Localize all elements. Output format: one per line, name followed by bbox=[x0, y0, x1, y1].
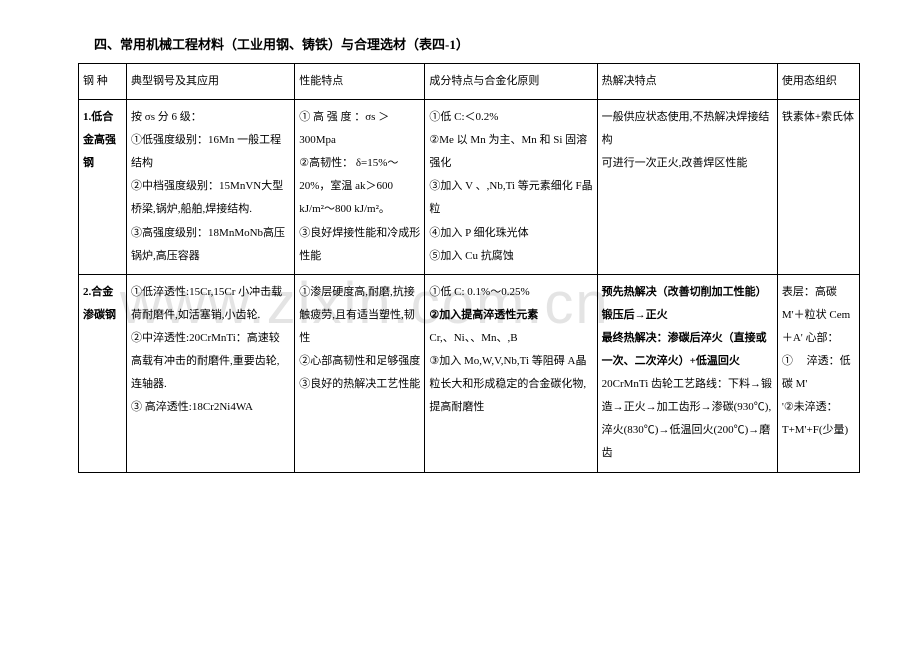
cell-micro: 铁素体+索氏体 bbox=[777, 100, 859, 275]
materials-table: 钢 种 典型钢号及其应用 性能特点 成分特点与合金化原则 热解决特点 使用态组织… bbox=[78, 63, 860, 473]
table-row: 2.合金 渗碳钢 ①低淬透性:15Cr,15Cr 小冲击载荷耐磨件,如活塞销,小… bbox=[79, 274, 860, 472]
text: ③加入 V 、,Nb,Ti 等元素细化 F晶粒 bbox=[429, 180, 592, 215]
cell-composition: ①低 C:＜0.2% ②Me 以 Mn 为主、Mn 和 Si 固溶强化 ③加入 … bbox=[425, 100, 597, 275]
header-example: 典型钢号及其应用 bbox=[127, 64, 295, 100]
text: ①低淬透性:15Cr,15Cr 小冲击载荷耐磨件,如活塞销,小齿轮. bbox=[131, 286, 282, 321]
text: ③加入 Mo,W,V,Nb,Ti 等阻碍 A晶粒长大和形成稳定的合金碳化物,提高… bbox=[429, 355, 586, 413]
page-title: 四、常用机械工程材料（工业用钢、铸铁）与合理选材（表四-1） bbox=[78, 34, 860, 53]
text: ②中淬透性:20CrMnTi：高速较高载有冲击的耐磨件,重要齿轮,连轴器. bbox=[131, 332, 280, 390]
type-label: 2.合金 bbox=[83, 286, 113, 298]
header-performance: 性能特点 bbox=[295, 64, 425, 100]
text: ⑤加入 Cu 抗腐蚀 bbox=[429, 250, 513, 262]
cell-performance: ① 高 强 度 ：σs ＞300Mpa ②高韧性： δ=15%～20%，室温 a… bbox=[295, 100, 425, 275]
type-label: 渗碳钢 bbox=[83, 309, 116, 321]
text: ③良好的热解决工艺性能 bbox=[299, 378, 420, 390]
document-page: 四、常用机械工程材料（工业用钢、铸铁）与合理选材（表四-1） 钢 种 典型钢号及… bbox=[0, 0, 920, 493]
header-micro: 使用态组织 bbox=[777, 64, 859, 100]
type-label: 1.低合 bbox=[83, 111, 113, 123]
text: ④加入 P 细化珠光体 bbox=[429, 227, 528, 239]
text: Cr,、Ni、、Mn、,B bbox=[429, 332, 517, 344]
text: 最终热解决：渗碳后淬火（直接或一次、二次淬火）+低温回火 bbox=[602, 332, 767, 367]
text: ②心部高韧性和足够强度 bbox=[299, 355, 420, 367]
text: 预先热解决（改善切削加工性能） 锻压后→正火 bbox=[602, 286, 767, 321]
text: 一般供应状态使用,不热解决焊接结构 bbox=[602, 111, 770, 146]
text: 铁素体+索氏体 bbox=[782, 111, 854, 123]
text: 20CrMnTi 齿轮工艺路线：下料→锻造→正火→加工齿形→渗碳(930℃),淬… bbox=[602, 378, 772, 459]
text: ① 淬透：低碳 M' bbox=[782, 355, 851, 390]
cell-example: ①低淬透性:15Cr,15Cr 小冲击载荷耐磨件,如活塞销,小齿轮. ②中淬透性… bbox=[127, 274, 295, 472]
text: ①低强度级别：16Mn 一般工程结构 bbox=[131, 134, 281, 169]
cell-composition: ①低 C: 0.1%～0.25% ②加入提高淬透性元素 Cr,、Ni、、Mn、,… bbox=[425, 274, 597, 472]
text: 按 σs 分 6 级： bbox=[131, 111, 202, 123]
cell-performance: ①渗层硬度高,耐磨,抗接触疲劳,且有适当塑性,韧性 ②心部高韧性和足够强度 ③良… bbox=[295, 274, 425, 472]
cell-heat: 预先热解决（改善切削加工性能） 锻压后→正火 最终热解决：渗碳后淬火（直接或一次… bbox=[597, 274, 777, 472]
text: ②加入提高淬透性元素 bbox=[429, 309, 538, 321]
table-header-row: 钢 种 典型钢号及其应用 性能特点 成分特点与合金化原则 热解决特点 使用态组织 bbox=[79, 64, 860, 100]
type-label: 钢 bbox=[83, 157, 94, 169]
text: ①渗层硬度高,耐磨,抗接触疲劳,且有适当塑性,韧性 bbox=[299, 286, 415, 344]
text: ③高强度级别：18MnMoNb高压锅炉,高压容器 bbox=[131, 227, 285, 262]
text: ①低 C: 0.1%～0.25% bbox=[429, 286, 529, 298]
text: ②Me 以 Mn 为主、Mn 和 Si 固溶强化 bbox=[429, 134, 587, 169]
type-label: 金高强 bbox=[83, 134, 116, 146]
text: ②高韧性： δ=15%～20%，室温 ak＞600 kJ/m²～800 kJ/m… bbox=[299, 157, 398, 215]
text: 可进行一次正火,改善焊区性能 bbox=[602, 157, 748, 169]
text: ③ 高淬透性:18Cr2Ni4WA bbox=[131, 401, 253, 413]
cell-example: 按 σs 分 6 级： ①低强度级别：16Mn 一般工程结构 ②中档强度级别：1… bbox=[127, 100, 295, 275]
text: ③良好焊接性能和冷成形性能 bbox=[299, 227, 420, 262]
cell-heat: 一般供应状态使用,不热解决焊接结构 可进行一次正火,改善焊区性能 bbox=[597, 100, 777, 275]
header-steel-type: 钢 种 bbox=[79, 64, 127, 100]
cell-type: 1.低合 金高强 钢 bbox=[79, 100, 127, 275]
text: ②中档强度级别：15MnVN大型桥梁,锅炉,船舶,焊接结构. bbox=[131, 180, 283, 215]
text: ① 高 强 度 ：σs ＞300Mpa bbox=[299, 111, 389, 146]
cell-type: 2.合金 渗碳钢 bbox=[79, 274, 127, 472]
text: '②未淬透：T+M'+F(少量) bbox=[782, 401, 848, 436]
header-heat: 热解决特点 bbox=[597, 64, 777, 100]
cell-micro: 表层：高碳 M'＋粒状 Cem＋A' 心部： ① 淬透：低碳 M' '②未淬透：… bbox=[777, 274, 859, 472]
text: 表层：高碳 M'＋粒状 Cem＋A' 心部： bbox=[782, 286, 850, 344]
table-row: 1.低合 金高强 钢 按 σs 分 6 级： ①低强度级别：16Mn 一般工程结… bbox=[79, 100, 860, 275]
text: ①低 C:＜0.2% bbox=[429, 111, 498, 123]
header-composition: 成分特点与合金化原则 bbox=[425, 64, 597, 100]
